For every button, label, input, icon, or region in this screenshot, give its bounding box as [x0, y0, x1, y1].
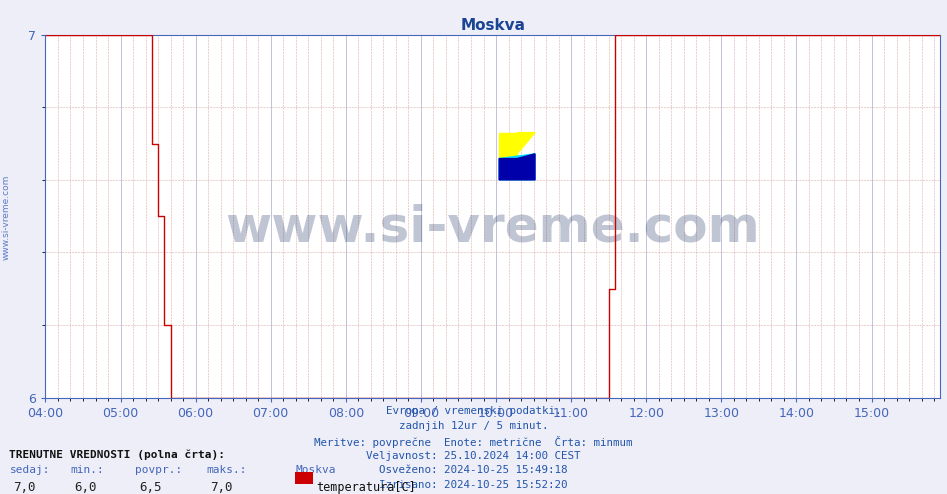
Text: Moskva: Moskva [295, 465, 336, 475]
Text: TRENUTNE VREDNOSTI (polna črta):: TRENUTNE VREDNOSTI (polna črta): [9, 450, 225, 460]
Text: povpr.:: povpr.: [135, 465, 183, 475]
Text: min.:: min.: [70, 465, 104, 475]
Text: temperatura[C]: temperatura[C] [316, 481, 416, 494]
Polygon shape [499, 154, 535, 180]
Text: Evropa / vremenski podatki.: Evropa / vremenski podatki. [385, 406, 562, 416]
Text: Veljavnost: 25.10.2024 14:00 CEST: Veljavnost: 25.10.2024 14:00 CEST [366, 451, 581, 460]
Polygon shape [499, 132, 517, 159]
Text: www.si-vreme.com: www.si-vreme.com [1, 175, 10, 260]
Text: 6,5: 6,5 [139, 481, 162, 494]
Text: 7,0: 7,0 [13, 481, 36, 494]
Text: Osveženo: 2024-10-25 15:49:18: Osveženo: 2024-10-25 15:49:18 [379, 465, 568, 475]
Text: 7,0: 7,0 [210, 481, 233, 494]
Text: 6,0: 6,0 [74, 481, 97, 494]
Text: Meritve: povprečne  Enote: metrične  Črta: minmum: Meritve: povprečne Enote: metrične Črta:… [314, 436, 633, 448]
Text: maks.:: maks.: [206, 465, 247, 475]
Text: zadnjih 12ur / 5 minut.: zadnjih 12ur / 5 minut. [399, 421, 548, 431]
Text: Izrisano: 2024-10-25 15:52:20: Izrisano: 2024-10-25 15:52:20 [379, 480, 568, 490]
Text: www.si-vreme.com: www.si-vreme.com [225, 203, 760, 251]
Text: sedaj:: sedaj: [9, 465, 50, 475]
Polygon shape [499, 154, 535, 180]
Polygon shape [517, 132, 535, 154]
Title: Moskva: Moskva [460, 18, 526, 34]
